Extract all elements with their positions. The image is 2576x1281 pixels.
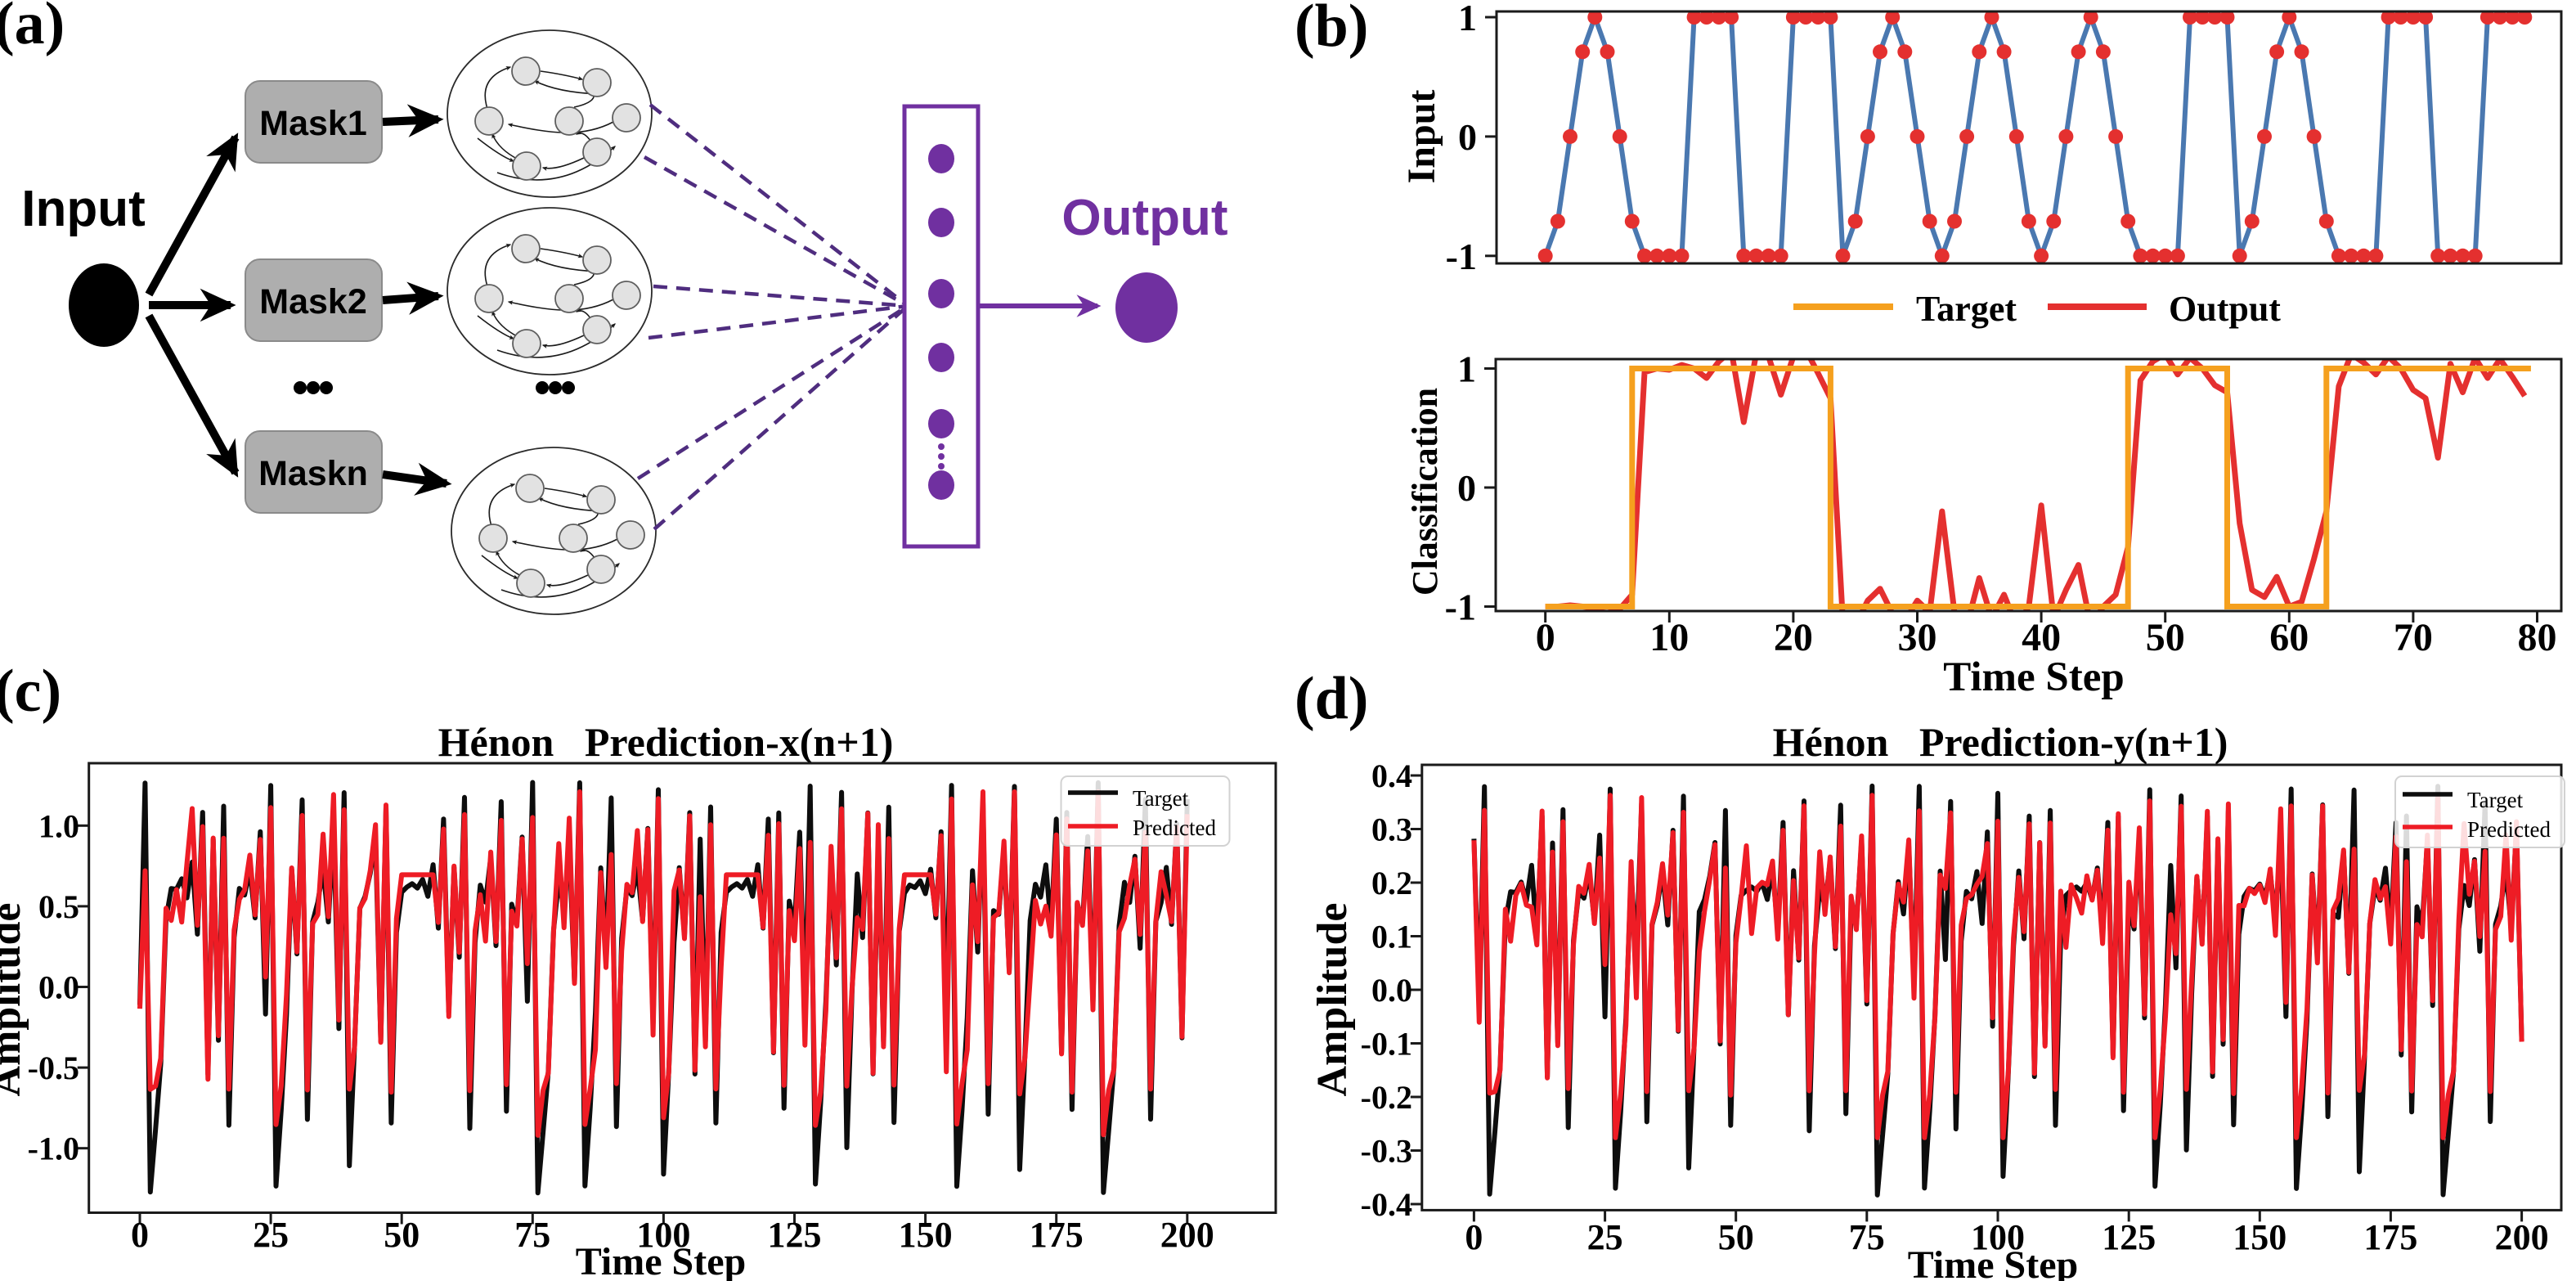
svg-text:1.0: 1.0 [38, 807, 79, 844]
svg-text:Input: Input [21, 181, 146, 237]
svg-text:0: 0 [1458, 116, 1477, 158]
svg-text:Input: Input [1400, 90, 1443, 184]
svg-text:30: 30 [1898, 616, 1937, 659]
svg-text:200: 200 [2495, 1217, 2549, 1257]
svg-text:50: 50 [1718, 1217, 1754, 1257]
svg-text:(b): (b) [1295, 0, 1368, 60]
svg-text:Hénon Prediction-x(n+1): Hénon Prediction-x(n+1) [438, 719, 894, 765]
svg-text:Mask1: Mask1 [259, 104, 366, 143]
svg-text:-0.2: -0.2 [1361, 1079, 1412, 1116]
svg-text:(d): (d) [1295, 665, 1368, 732]
svg-text:20: 20 [1774, 616, 1813, 659]
svg-text:1: 1 [1458, 0, 1477, 38]
svg-text:Amplitude: Amplitude [1309, 903, 1356, 1097]
svg-text:10: 10 [1649, 616, 1689, 659]
svg-text:125: 125 [768, 1215, 822, 1255]
svg-text:200: 200 [1160, 1215, 1214, 1255]
svg-text:0.4: 0.4 [1371, 757, 1412, 794]
svg-text:100: 100 [1971, 1217, 2025, 1257]
svg-text:0.1: 0.1 [1371, 919, 1412, 955]
svg-text:-0.1: -0.1 [1361, 1026, 1412, 1063]
svg-text:-0.3: -0.3 [1361, 1133, 1412, 1170]
svg-text:100: 100 [636, 1215, 690, 1255]
svg-text:0.3: 0.3 [1371, 811, 1412, 848]
svg-text:-1: -1 [1446, 236, 1477, 277]
svg-text:-0.5: -0.5 [28, 1050, 79, 1086]
svg-text:0.0: 0.0 [38, 969, 79, 1006]
svg-text:50: 50 [384, 1215, 420, 1255]
svg-text:125: 125 [2102, 1217, 2156, 1257]
svg-text:Target: Target [1916, 289, 2017, 329]
svg-text:0: 0 [131, 1215, 149, 1255]
svg-text:Classification: Classification [1405, 388, 1445, 596]
svg-text:(c): (c) [0, 658, 61, 725]
svg-text:Amplitude: Amplitude [0, 903, 29, 1097]
svg-text:-0.4: -0.4 [1361, 1186, 1412, 1223]
svg-text:Maskn: Maskn [258, 454, 368, 493]
svg-text:Hénon Prediction-y(n+1): Hénon Prediction-y(n+1) [1773, 719, 2228, 765]
svg-text:Predicted: Predicted [2467, 817, 2551, 842]
svg-text:175: 175 [1030, 1215, 1084, 1255]
svg-text:Time Step: Time Step [576, 1240, 746, 1281]
svg-text:150: 150 [899, 1215, 953, 1255]
svg-text:0.5: 0.5 [38, 888, 79, 925]
svg-text:0: 0 [1536, 616, 1555, 659]
svg-text:Time Step: Time Step [1943, 654, 2124, 700]
svg-text:Output: Output [1061, 190, 1227, 246]
svg-text:-1: -1 [1445, 587, 1476, 628]
svg-text:0.0: 0.0 [1371, 972, 1412, 1009]
svg-text:Mask2: Mask2 [259, 282, 366, 321]
svg-text:75: 75 [514, 1215, 550, 1255]
svg-text:1: 1 [1457, 348, 1476, 390]
svg-text:50: 50 [2146, 616, 2185, 659]
svg-text:0: 0 [1457, 467, 1476, 509]
svg-text:Time Step: Time Step [1908, 1243, 2078, 1281]
svg-text:60: 60 [2269, 616, 2309, 659]
svg-text:70: 70 [2394, 616, 2433, 659]
svg-text:Target: Target [1133, 786, 1189, 811]
svg-text:(a): (a) [0, 0, 65, 57]
svg-text:Predicted: Predicted [1133, 816, 1216, 840]
svg-text:80: 80 [2518, 616, 2557, 659]
svg-text:40: 40 [2022, 616, 2061, 659]
svg-text:0: 0 [1465, 1217, 1483, 1257]
svg-text:150: 150 [2233, 1217, 2287, 1257]
svg-text:25: 25 [253, 1215, 289, 1255]
svg-text:25: 25 [1587, 1217, 1623, 1257]
svg-text:75: 75 [1849, 1217, 1885, 1257]
svg-text:0.2: 0.2 [1371, 865, 1412, 901]
svg-text:175: 175 [2363, 1217, 2417, 1257]
svg-text:-1.0: -1.0 [28, 1130, 79, 1167]
svg-text:Output: Output [2169, 289, 2281, 329]
svg-text:Target: Target [2467, 788, 2524, 812]
